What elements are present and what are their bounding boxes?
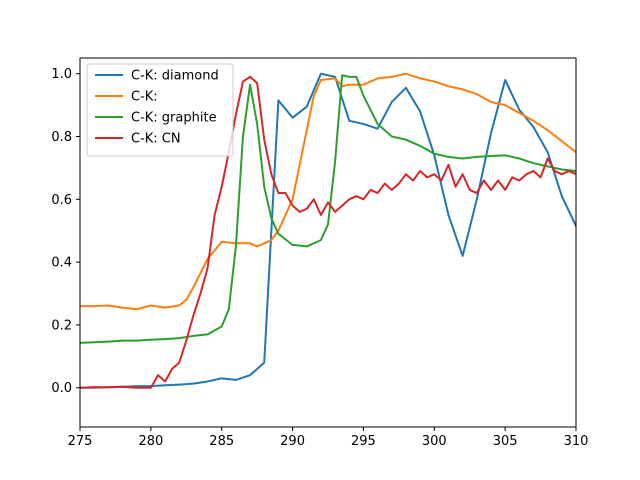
series-line-1 xyxy=(80,72,576,311)
legend: C-K: diamond C-K: C-K: graphite C-K: CN xyxy=(86,63,234,157)
legend-label-3: C-K: CN xyxy=(131,132,181,147)
x-tick-label: 300 xyxy=(422,434,447,449)
x-tick-label: 290 xyxy=(280,434,305,449)
legend-label-0: C-K: diamond xyxy=(131,69,219,84)
legend-label-1: C-K: xyxy=(131,90,158,105)
series-lines xyxy=(80,72,576,389)
y-tick-label: 0.2 xyxy=(51,318,72,333)
legend-label-2: C-K: graphite xyxy=(131,111,217,126)
series-line-3 xyxy=(80,75,576,389)
x-tick-label: 285 xyxy=(209,434,234,449)
series-line-2 xyxy=(80,74,576,344)
y-tick-label: 0.8 xyxy=(51,130,72,145)
legend-box xyxy=(86,63,234,157)
x-tick-label: 310 xyxy=(564,434,589,449)
y-tick-label: 1.0 xyxy=(51,67,72,82)
series-line-0 xyxy=(80,72,576,389)
axes: 275 280 285 290 295 300 305 310 0.0 0.2 0.4 0.6 0.8 1… xyxy=(51,57,589,449)
y-tick-label: 0.6 xyxy=(51,193,72,208)
plot-area xyxy=(80,72,576,389)
x-tick-label: 305 xyxy=(493,434,518,449)
x-tick-label: 275 xyxy=(68,434,93,449)
x-tick-label: 280 xyxy=(138,434,163,449)
y-tick-label: 0.0 xyxy=(51,381,72,396)
axes-frame xyxy=(79,57,577,428)
x-tick-label: 295 xyxy=(351,434,376,449)
y-tick-label: 0.4 xyxy=(51,256,72,271)
